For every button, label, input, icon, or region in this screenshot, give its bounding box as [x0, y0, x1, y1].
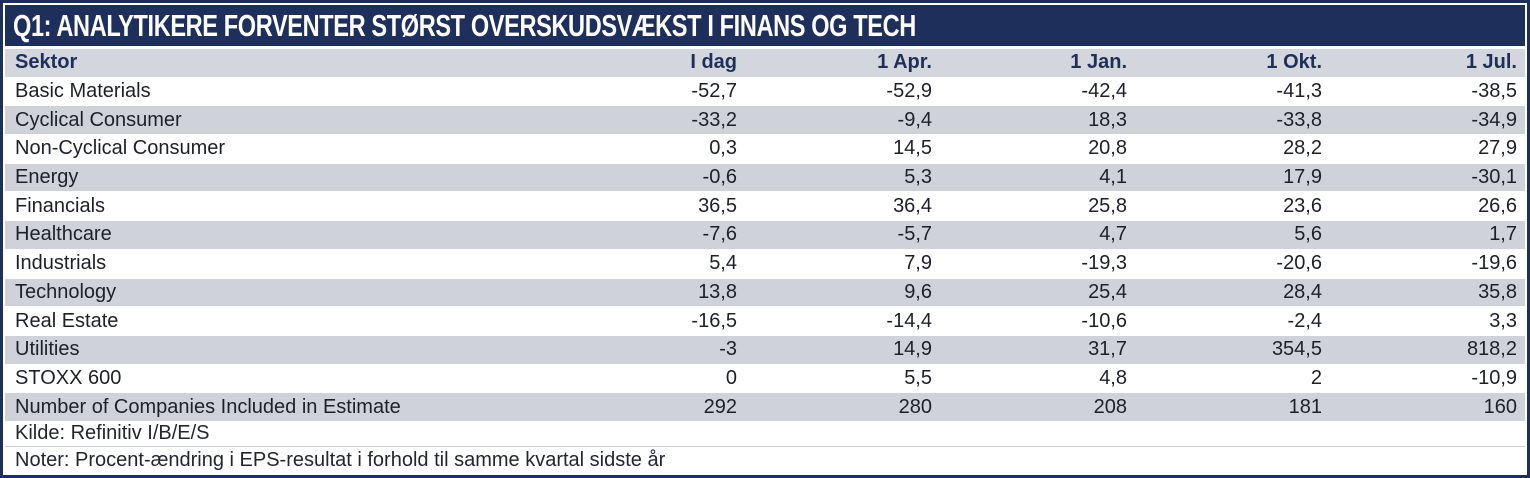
- table-header-row: Sektor I dag 1 Apr. 1 Jan. 1 Okt. 1 Jul.: [5, 48, 1525, 78]
- value-cell: 0: [550, 363, 745, 393]
- source-note: Kilde: Refinitiv I/B/E/S: [5, 421, 1525, 448]
- row-label: Non-Cyclical Consumer: [5, 134, 550, 164]
- value-cell: -52,9: [745, 76, 940, 106]
- value-cell: -16,5: [550, 306, 745, 336]
- value-cell: -30,1: [1330, 162, 1525, 192]
- value-cell: -0,6: [550, 162, 745, 192]
- value-cell: -19,3: [940, 248, 1135, 278]
- value-cell: 17,9: [1135, 162, 1330, 192]
- method-note: Noter: Procent-ændring i EPS-resultat i …: [5, 447, 1525, 474]
- value-cell: 23,6: [1135, 191, 1330, 221]
- value-cell: 36,5: [550, 191, 745, 221]
- table-row: Real Estate -16,5 -14,4 -10,6 -2,4 3,3: [5, 306, 1525, 336]
- value-cell: -10,6: [940, 306, 1135, 336]
- title-bar: Q1: ANALYTIKERE FORVENTER STØRST OVERSKU…: [5, 5, 1525, 46]
- value-cell: 27,9: [1330, 134, 1525, 164]
- table-body: Basic Materials -52,7 -52,9 -42,4 -41,3 -38,5…: [5, 76, 1525, 422]
- value-cell: -34,9: [1330, 105, 1525, 135]
- column-header: Sektor: [5, 48, 550, 78]
- table-row: Technology 13,8 9,6 25,4 28,4 35,8: [5, 277, 1525, 307]
- value-cell: -10,9: [1330, 363, 1525, 393]
- column-header: 1 Jan.: [940, 48, 1135, 78]
- row-label: Utilities: [5, 334, 550, 365]
- value-cell: 25,4: [940, 277, 1135, 307]
- value-cell: -19,6: [1330, 248, 1525, 278]
- value-cell: -41,3: [1135, 76, 1330, 106]
- value-cell: 31,7: [940, 334, 1135, 365]
- value-cell: -3: [550, 334, 745, 365]
- column-header: 1 Apr.: [745, 48, 940, 78]
- column-header: 1 Okt.: [1135, 48, 1330, 78]
- value-cell: 208: [940, 392, 1135, 422]
- row-label: Healthcare: [5, 220, 550, 250]
- table-row: Financials 36,5 36,4 25,8 23,6 26,6: [5, 191, 1525, 221]
- value-cell: 5,6: [1135, 220, 1330, 250]
- value-cell: 5,4: [550, 248, 745, 278]
- value-cell: -2,4: [1135, 306, 1330, 336]
- value-cell: 818,2: [1330, 334, 1525, 365]
- row-label: Financials: [5, 191, 550, 221]
- value-cell: 26,6: [1330, 191, 1525, 221]
- table-row: Basic Materials -52,7 -52,9 -42,4 -41,3 -38,5: [5, 76, 1525, 106]
- row-label: Number of Companies Included in Estimate: [5, 392, 550, 422]
- value-cell: 280: [745, 392, 940, 422]
- value-cell: 0,3: [550, 134, 745, 164]
- value-cell: 4,7: [940, 220, 1135, 250]
- column-header: 1 Jul.: [1330, 48, 1525, 78]
- row-label: Energy: [5, 162, 550, 192]
- value-cell: 7,9: [745, 248, 940, 278]
- table-row: Energy -0,6 5,3 4,1 17,9 -30,1: [5, 162, 1525, 192]
- value-cell: -5,7: [745, 220, 940, 250]
- row-label: STOXX 600: [5, 363, 550, 393]
- sector-eps-table: Sektor I dag 1 Apr. 1 Jan. 1 Okt. 1 Jul. Basi…: [5, 48, 1525, 422]
- row-label: Cyclical Consumer: [5, 105, 550, 135]
- row-label: Basic Materials: [5, 76, 550, 106]
- value-cell: 5,5: [745, 363, 940, 393]
- value-cell: 14,9: [745, 334, 940, 365]
- value-cell: 5,3: [745, 162, 940, 192]
- table-row: Industrials 5,4 7,9 -19,3 -20,6 -19,6: [5, 248, 1525, 278]
- value-cell: -38,5: [1330, 76, 1525, 106]
- row-label: Industrials: [5, 248, 550, 278]
- value-cell: 1,7: [1330, 220, 1525, 250]
- table-row: Utilities -3 14,9 31,7 354,5 818,2: [5, 334, 1525, 365]
- value-cell: -7,6: [550, 220, 745, 250]
- value-cell: 35,8: [1330, 277, 1525, 307]
- table-row: Cyclical Consumer -33,2 -9,4 18,3 -33,8 -34,9: [5, 105, 1525, 135]
- value-cell: 3,3: [1330, 306, 1525, 336]
- value-cell: -33,2: [550, 105, 745, 135]
- column-header: I dag: [550, 48, 745, 78]
- table-row: Non-Cyclical Consumer 0,3 14,5 20,8 28,2 27,9: [5, 134, 1525, 164]
- value-cell: -14,4: [745, 306, 940, 336]
- value-cell: 354,5: [1135, 334, 1330, 365]
- value-cell: 160: [1330, 392, 1525, 422]
- value-cell: 13,8: [550, 277, 745, 307]
- value-cell: 9,6: [745, 277, 940, 307]
- value-cell: -33,8: [1135, 105, 1330, 135]
- row-label: Real Estate: [5, 306, 550, 336]
- table-row: STOXX 600 0 5,5 4,8 2 -10,9: [5, 363, 1525, 393]
- value-cell: -9,4: [745, 105, 940, 135]
- table-header: Sektor I dag 1 Apr. 1 Jan. 1 Okt. 1 Jul.: [5, 48, 1525, 78]
- value-cell: 14,5: [745, 134, 940, 164]
- value-cell: -20,6: [1135, 248, 1330, 278]
- value-cell: 181: [1135, 392, 1330, 422]
- value-cell: 28,2: [1135, 134, 1330, 164]
- value-cell: 292: [550, 392, 745, 422]
- table-row: Healthcare -7,6 -5,7 4,7 5,6 1,7: [5, 220, 1525, 250]
- value-cell: 4,8: [940, 363, 1135, 393]
- row-label: Technology: [5, 277, 550, 307]
- value-cell: 25,8: [940, 191, 1135, 221]
- figure-title: Q1: ANALYTIKERE FORVENTER STØRST OVERSKU…: [13, 7, 916, 43]
- value-cell: 2: [1135, 363, 1330, 393]
- value-cell: 28,4: [1135, 277, 1330, 307]
- value-cell: 36,4: [745, 191, 940, 221]
- table-row: Number of Companies Included in Estimate…: [5, 392, 1525, 422]
- value-cell: -52,7: [550, 76, 745, 106]
- value-cell: 18,3: [940, 105, 1135, 135]
- value-cell: 20,8: [940, 134, 1135, 164]
- value-cell: -42,4: [940, 76, 1135, 106]
- value-cell: 4,1: [940, 162, 1135, 192]
